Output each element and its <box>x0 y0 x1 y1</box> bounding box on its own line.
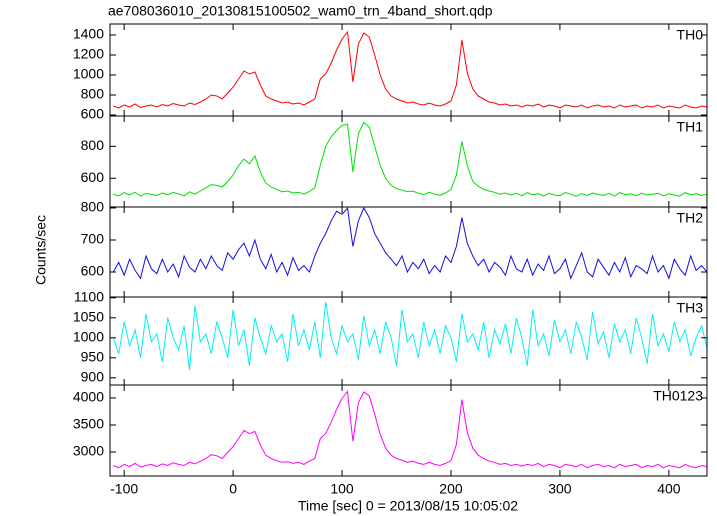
x-tick-label: 100 <box>330 481 354 497</box>
panel-frame <box>109 115 708 208</box>
panel-label: TH3 <box>677 300 704 316</box>
x-tick-label: 0 <box>229 481 237 497</box>
series-line <box>112 301 708 370</box>
y-axis-label: Counts/sec <box>33 215 49 285</box>
y-tick-label: 1000 <box>73 329 104 345</box>
panel-label: TH0 <box>677 27 704 43</box>
series-line <box>113 30 708 109</box>
y-tick-label: 1200 <box>73 46 104 62</box>
panel-label: TH2 <box>677 210 704 226</box>
y-tick-label: 4000 <box>73 389 104 405</box>
series-line <box>112 206 708 280</box>
x-tick-label: 200 <box>439 481 463 497</box>
y-tick-label: 1000 <box>73 66 104 82</box>
x-tick-label: 400 <box>657 481 681 497</box>
panel-label: TH1 <box>677 119 704 135</box>
y-tick-label: 3000 <box>73 443 104 459</box>
y-tick-label: 600 <box>81 169 105 185</box>
y-tick-label: 3500 <box>73 416 104 432</box>
panel-label: TH0123 <box>653 388 703 404</box>
y-tick-label: 600 <box>81 263 105 279</box>
y-tick-label: 700 <box>81 231 105 247</box>
x-tick-label: 300 <box>548 481 572 497</box>
series-line <box>113 390 708 469</box>
y-tick-label: 1400 <box>73 26 104 42</box>
y-tick-label: 800 <box>81 137 105 153</box>
y-tick-label: 800 <box>81 199 105 215</box>
chart-title: ae708036010_20130815100502_wam0_trn_4ban… <box>108 3 493 19</box>
x-axis-label: Time [sec] 0 = 2013/08/15 10:05:02 <box>298 498 518 514</box>
panel-frame <box>109 206 708 298</box>
y-tick-label: 600 <box>81 106 105 122</box>
panel-frame <box>109 384 708 477</box>
y-tick-label: 1050 <box>73 309 104 325</box>
y-tick-label: 1100 <box>74 289 104 305</box>
series-line <box>113 121 708 197</box>
y-tick-label: 800 <box>81 86 105 102</box>
y-tick-label: 950 <box>81 349 105 365</box>
x-tick-label: -100 <box>110 481 138 497</box>
y-tick-label: 900 <box>81 369 105 385</box>
